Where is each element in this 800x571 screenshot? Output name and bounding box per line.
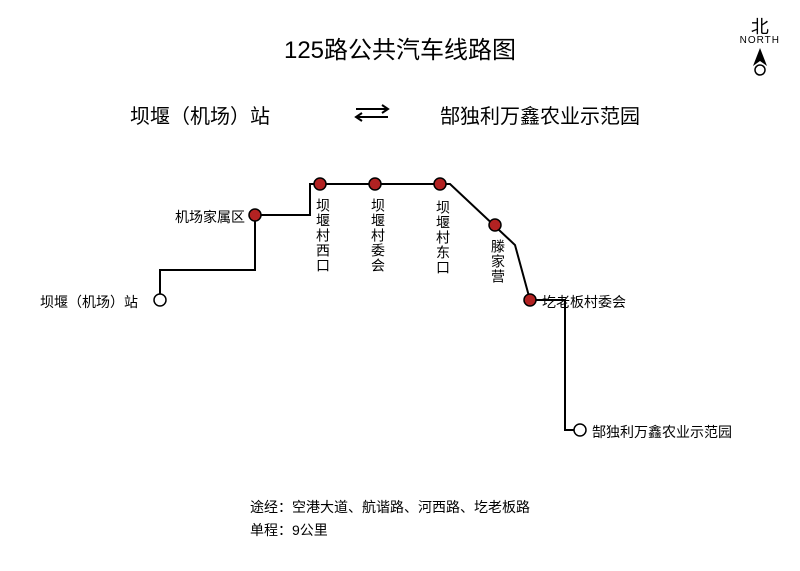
- airport-family-area-label: 机场家属区: [175, 207, 245, 227]
- gelaoban-committee-marker: [524, 294, 536, 306]
- route-map: [0, 0, 800, 571]
- bayan-committee-label: 坝堰村委会: [368, 198, 388, 273]
- footer-info: 途经：空港大道、航谐路、河西路、圪老板路 单程：9公里: [250, 496, 530, 541]
- terminal-a-stop-marker: [154, 294, 166, 306]
- bayan-committee-marker: [369, 178, 381, 190]
- bayan-west-marker: [314, 178, 326, 190]
- via-label: 途经：: [250, 499, 292, 515]
- terminal-b-stop-label: 郜独利万鑫农业示范园: [592, 422, 732, 442]
- gelaoban-committee-label: 圪老板村委会: [542, 292, 626, 312]
- distance-value: 9公里: [292, 522, 328, 538]
- bayan-east-marker: [434, 178, 446, 190]
- via-value: 空港大道、航谐路、河西路、圪老板路: [292, 499, 530, 515]
- tengjiaying-marker: [489, 219, 501, 231]
- airport-family-area-marker: [249, 209, 261, 221]
- distance-line: 单程：9公里: [250, 519, 530, 541]
- distance-label: 单程：: [250, 522, 292, 538]
- bayan-east-label: 坝堰村东口: [433, 200, 453, 275]
- terminal-b-stop-marker: [574, 424, 586, 436]
- bayan-west-label: 坝堰村西口: [313, 198, 333, 273]
- via-line: 途经：空港大道、航谐路、河西路、圪老板路: [250, 496, 530, 518]
- terminal-a-stop-label: 坝堰（机场）站: [40, 292, 138, 312]
- tengjiaying-label: 滕家营: [488, 239, 508, 284]
